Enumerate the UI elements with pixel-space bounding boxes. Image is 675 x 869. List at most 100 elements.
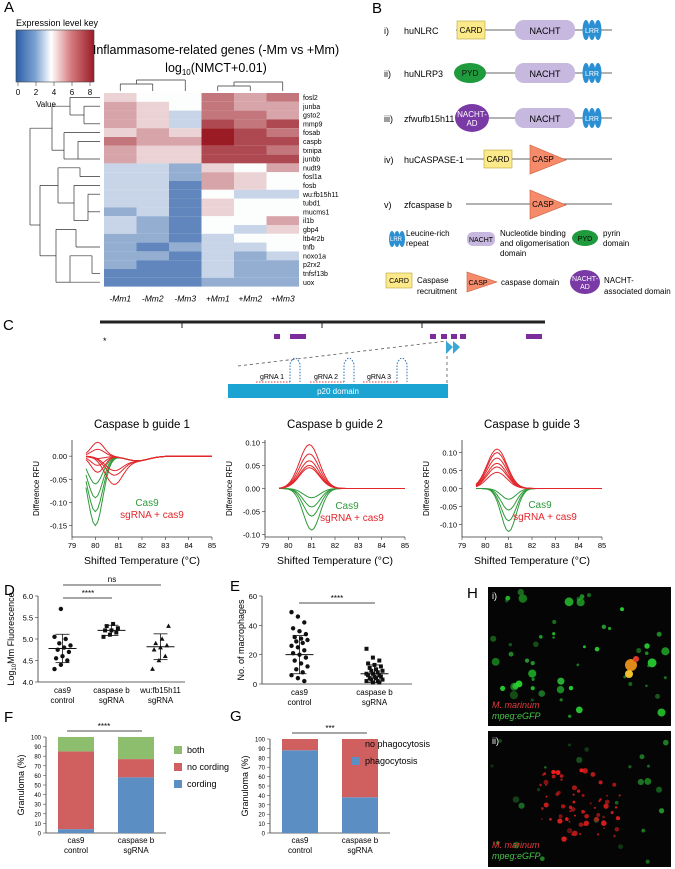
heatmap-cell <box>201 101 234 111</box>
lrr-repeat <box>588 63 596 83</box>
macrophage-cell <box>517 588 524 596</box>
color-key-bar <box>15 29 95 83</box>
panel-label-f: F <box>4 709 13 726</box>
legend-lrr-icon <box>399 231 405 247</box>
heatmap-cell <box>169 233 202 243</box>
lrr-repeat <box>582 20 590 40</box>
heatmap-cell <box>201 181 234 190</box>
column-dendrogram <box>119 79 284 91</box>
data-point <box>58 606 64 612</box>
heatmap-cell <box>266 163 299 173</box>
legend-nad-icon-label: AD <box>580 284 590 291</box>
macrophage-cell <box>586 592 592 598</box>
heatmap-cell <box>201 242 234 252</box>
bacteria-cell <box>559 774 564 778</box>
bacteria-cell <box>596 833 600 836</box>
data-point <box>370 655 375 660</box>
data-point <box>364 679 369 684</box>
legend-lrr-text: repeat <box>406 239 429 248</box>
heatmap-cell <box>234 101 267 111</box>
scatter-y-tick-label: 40 <box>249 621 257 630</box>
macrophage-cell <box>490 635 497 642</box>
macrophage-cell <box>576 596 581 601</box>
sig-label: *** <box>325 724 334 733</box>
bacteria-cell <box>590 772 596 777</box>
panel-label-e: E <box>230 578 240 595</box>
micrograph-i-cells <box>490 588 670 718</box>
row-dendrogram <box>29 97 100 283</box>
gene-label: junba <box>302 104 320 111</box>
lrr-label: LRR <box>585 116 599 123</box>
macrophage-cell <box>576 598 585 607</box>
heatmap-panel: Expression level key 0 2 4 6 8 Value Inflamm… <box>15 18 339 304</box>
bacteria-cell <box>549 818 552 821</box>
data-point <box>378 664 383 669</box>
data-point <box>303 655 309 660</box>
bar-segment-no-cording <box>118 759 154 778</box>
bacteria-cell <box>543 779 549 785</box>
category-label: cas9 <box>291 688 308 697</box>
heatmap-cell <box>136 110 169 120</box>
target-arrow-2 <box>453 341 460 354</box>
macrophage-cell <box>661 647 670 656</box>
heatmap-cell <box>201 128 234 137</box>
bacteria-cell <box>544 784 547 786</box>
legend-casp-icon-label: CASP <box>468 280 487 287</box>
legend-label: cording <box>187 779 217 789</box>
legend-card-icon <box>385 272 413 289</box>
melt-curve-cas9 <box>85 455 212 499</box>
macrophage-cell <box>583 645 586 649</box>
key-tick-label: 0 <box>16 88 21 97</box>
bar-y-tick-label: 60 <box>34 774 41 780</box>
bacteria-cell <box>560 778 563 781</box>
bacteria-cell <box>579 833 582 836</box>
macrophage-cell <box>644 777 652 785</box>
legend-nad-text: NACHT- <box>604 276 634 285</box>
heatmap-cell <box>266 93 299 102</box>
macrophage-cell <box>536 788 541 792</box>
melt-y-tick-label: 0.05 <box>442 467 457 476</box>
bacteria-cell <box>552 770 556 774</box>
data-point <box>68 643 73 648</box>
data-point <box>101 634 106 639</box>
protein-index: iii) <box>384 114 393 124</box>
melt-y-tick-label: 0.10 <box>245 438 260 447</box>
bacteria-cell <box>593 806 597 810</box>
legend-lrr-icon-label: LRR <box>390 237 403 243</box>
bar-segment-no-phagocytosis <box>342 739 378 798</box>
heatmap-cell <box>136 269 169 278</box>
macrophage-cell <box>576 663 580 667</box>
heatmap-cell <box>266 242 299 252</box>
macrophage-cell <box>528 669 537 678</box>
macrophage-cell <box>614 800 619 805</box>
exon <box>451 334 457 339</box>
lrr-repeat <box>594 108 602 128</box>
bacteria-cell <box>571 785 577 791</box>
domain-architecture-panel: i) huNLRC CARD NACHT LRR ii) huNLRP3 PYD NACHT LR… <box>384 20 612 220</box>
data-point <box>166 623 171 628</box>
lrr-repeat <box>582 63 590 83</box>
category-label-line2: sgRNA <box>99 696 125 705</box>
heatmap-cell <box>266 225 299 234</box>
macrophage-cell <box>568 743 571 747</box>
legend-card-text: recruitment <box>417 287 458 296</box>
melt-chart-title: Caspase b guide 1 <box>94 419 190 431</box>
key-tick-label: 2 <box>34 88 39 97</box>
macrophage-cell <box>509 690 519 700</box>
bar-y-tick-label: 70 <box>34 764 41 770</box>
heatmap-cell <box>169 277 202 287</box>
micrograph-i-image <box>488 587 671 726</box>
heatmap-cell <box>169 101 202 111</box>
heatmap-cell <box>169 163 202 173</box>
bar-y-tick-label: 30 <box>34 803 41 809</box>
data-point <box>65 658 70 663</box>
exon <box>290 334 306 339</box>
macrophage-cell <box>644 643 650 649</box>
data-point <box>369 668 374 673</box>
heatmap-cell <box>104 251 137 261</box>
heatmap-cell <box>104 101 137 111</box>
heatmap-cell <box>104 172 137 181</box>
macrophage-cell <box>508 651 514 657</box>
